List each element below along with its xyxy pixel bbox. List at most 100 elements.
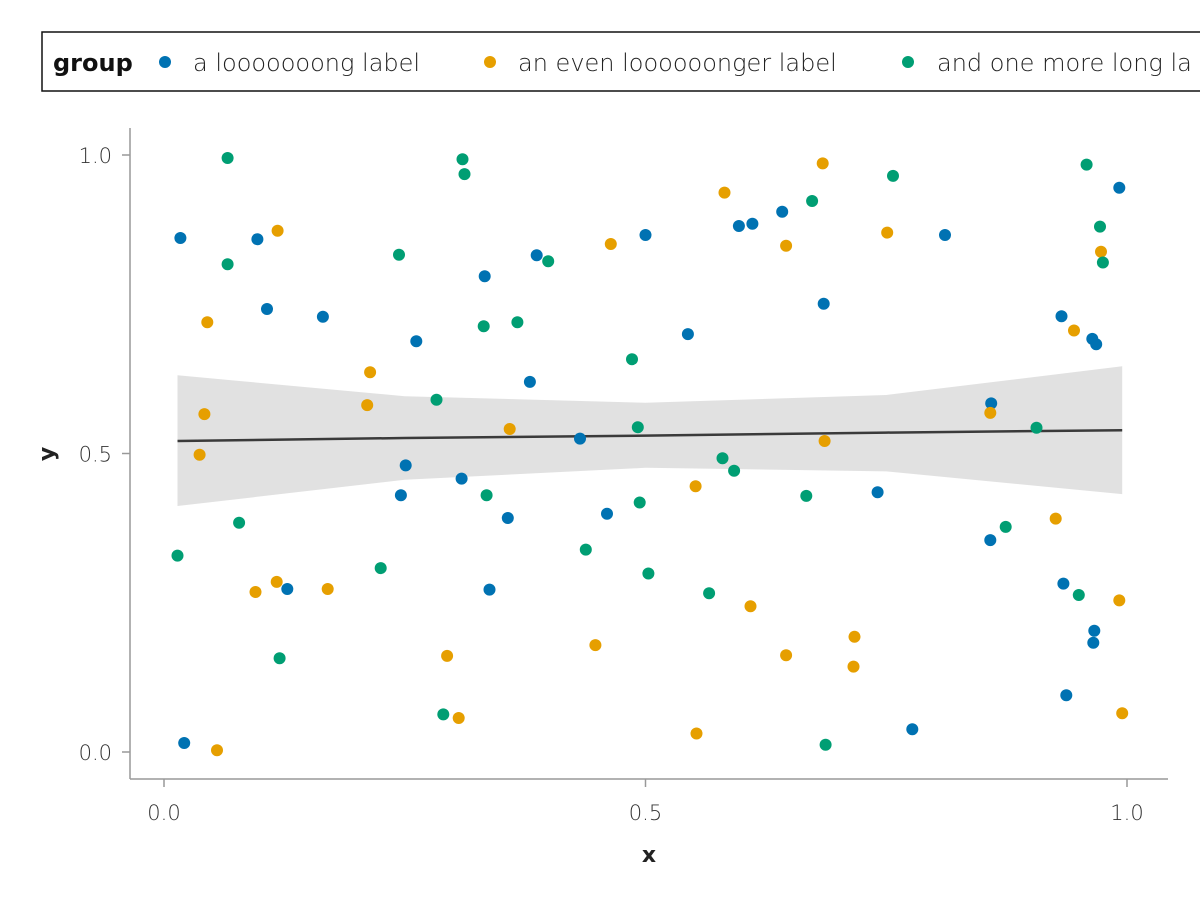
point-series-1-14 [604, 238, 617, 250]
trend-line [177, 428, 1123, 443]
x-axis-label: x [642, 843, 656, 868]
point-series-2-23 [800, 489, 813, 502]
legend-frame [41, 31, 1200, 92]
point-series-0-11 [483, 583, 496, 596]
point-series-0-3 [261, 303, 273, 315]
point-series-0-32 [1087, 636, 1100, 649]
point-series-2-30 [1080, 158, 1093, 171]
point-series-0-23 [871, 486, 884, 499]
point-series-0-12 [501, 512, 514, 524]
point-series-0-13 [523, 375, 536, 388]
point-series-0-14 [530, 249, 543, 262]
point-series-1-27 [1049, 512, 1062, 525]
point-series-0-18 [681, 328, 694, 341]
point-series-1-31 [1095, 245, 1107, 258]
point-series-0-10 [478, 270, 491, 283]
point-series-0-5 [316, 310, 329, 323]
point-series-0-6 [394, 489, 407, 502]
point-series-1-3 [211, 744, 223, 757]
point-series-1-15 [690, 727, 703, 740]
point-series-2-0 [171, 549, 184, 562]
point-series-1-7 [321, 583, 334, 595]
point-series-1-13 [589, 639, 602, 652]
point-series-2-32 [1096, 256, 1109, 269]
y-tick-label-2: 1.0 [79, 144, 112, 168]
point-series-2-2 [221, 258, 234, 271]
point-series-2-6 [393, 248, 405, 261]
point-series-2-16 [626, 353, 638, 366]
point-series-1-17 [718, 186, 731, 199]
point-series-0-35 [1113, 181, 1126, 194]
x-tick-label-1: 0.5 [629, 801, 662, 825]
point-series-2-7 [430, 393, 443, 406]
point-series-1-4 [249, 586, 262, 598]
point-series-1-30 [1116, 707, 1129, 720]
legend-marker-series-2 [902, 56, 914, 68]
point-series-0-27 [985, 397, 998, 410]
point-series-1-0 [193, 448, 206, 461]
point-series-1-19 [780, 239, 793, 252]
point-series-0-1 [178, 737, 191, 749]
point-series-0-20 [746, 217, 759, 230]
point-series-1-1 [198, 408, 211, 421]
point-series-1-2 [201, 316, 214, 329]
point-series-1-6 [270, 575, 283, 588]
legend-marker-series-1 [484, 56, 496, 68]
point-series-0-8 [410, 335, 423, 348]
point-series-1-20 [780, 649, 793, 662]
point-series-0-2 [251, 233, 264, 246]
point-series-1-21 [816, 157, 829, 170]
point-series-0-7 [399, 459, 412, 472]
point-series-1-16 [689, 480, 702, 493]
point-series-0-29 [1057, 577, 1070, 590]
point-series-2-31 [1094, 220, 1106, 233]
point-series-2-26 [887, 169, 899, 182]
point-series-0-22 [817, 297, 830, 310]
point-series-2-1 [221, 152, 234, 164]
point-series-1-26 [984, 406, 997, 419]
point-series-0-26 [984, 534, 997, 547]
point-series-1-9 [364, 366, 377, 379]
axis-ticks: 0.0 0.5 1.0 0.0 0.5 1.0 [79, 144, 1144, 825]
point-series-1-8 [361, 399, 374, 412]
point-series-2-22 [728, 464, 741, 477]
point-series-0-25 [939, 229, 951, 241]
legend-label-series-1: an even loooooonger label [518, 49, 837, 77]
point-series-0-15 [574, 432, 586, 445]
legend-title: group [53, 49, 133, 77]
point-series-1-11 [452, 712, 465, 724]
point-series-1-28 [1068, 324, 1080, 337]
point-series-2-27 [999, 520, 1012, 533]
point-series-2-28 [1030, 421, 1043, 434]
point-series-2-3 [233, 516, 246, 529]
point-series-2-4 [273, 652, 286, 665]
point-series-2-12 [480, 489, 493, 502]
point-series-2-21 [716, 452, 729, 465]
y-tick-label-1: 0.5 [79, 443, 112, 467]
point-series-2-10 [458, 168, 471, 181]
point-series-2-8 [437, 708, 450, 721]
point-series-0-21 [776, 205, 789, 218]
legend-label-series-0: a looooooong label [193, 49, 420, 77]
point-series-1-5 [271, 224, 284, 237]
point-series-0-4 [281, 583, 294, 595]
point-series-1-29 [1113, 594, 1126, 607]
point-series-0-28 [1055, 310, 1068, 323]
point-series-2-15 [579, 543, 592, 556]
point-series-0-0 [174, 232, 187, 244]
point-series-2-20 [703, 587, 716, 600]
x-tick-label-2: 1.0 [1110, 801, 1143, 825]
point-series-2-5 [374, 562, 387, 575]
point-series-1-12 [503, 423, 516, 435]
point-series-0-30 [1060, 689, 1073, 702]
point-series-0-33 [1090, 338, 1103, 351]
point-series-2-29 [1072, 589, 1085, 601]
point-series-2-24 [806, 195, 819, 207]
y-tick-label-0: 0.0 [79, 741, 112, 765]
point-series-0-17 [639, 229, 652, 241]
point-series-2-19 [642, 567, 655, 580]
y-axis-label: y [35, 447, 60, 461]
point-series-0-24 [906, 723, 919, 736]
point-series-1-10 [441, 649, 454, 662]
